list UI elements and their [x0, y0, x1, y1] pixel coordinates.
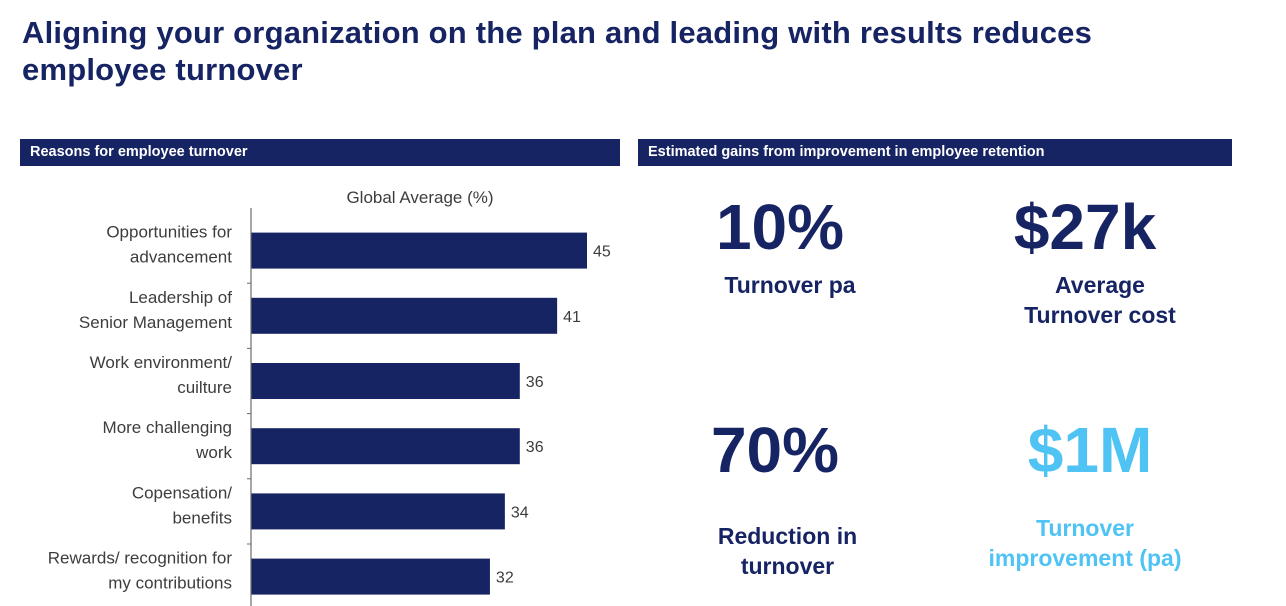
kpi-reduction-label-line-2: turnover — [740, 553, 835, 579]
category-label: Work environment/ — [90, 353, 233, 372]
category-label: my contributions — [108, 574, 232, 593]
bar — [251, 493, 505, 530]
left-section-header: Reasons for employee turnover — [20, 139, 620, 166]
category-label: cuilture — [177, 378, 232, 397]
bar-value-label: 45 — [593, 244, 611, 261]
bar — [251, 363, 520, 399]
page-title-line-1: Aligning your organization on the plan a… — [22, 15, 1093, 50]
page-title-line-2: employee turnover — [22, 52, 303, 87]
category-label: Opportunities for — [106, 223, 232, 242]
kpi-turnover-value: 10% — [715, 191, 845, 263]
kpi-turnover-label: Turnover pa — [700, 270, 880, 300]
kpi-improvement-label-line-1: Turnover — [1036, 515, 1134, 541]
bar-value-label: 41 — [563, 309, 581, 326]
kpi-improvement-value: $1M — [1027, 414, 1153, 486]
category-label: Leadership of — [129, 288, 232, 307]
category-label: advancement — [130, 248, 232, 267]
kpi-reduction-value: 70% — [710, 414, 840, 486]
kpi-cost-value: $27k — [1013, 191, 1157, 263]
category-label: benefits — [172, 508, 232, 527]
category-label: More challenging — [103, 418, 232, 437]
page-title: Aligning your organization on the plan a… — [22, 14, 1242, 88]
bar-value-label: 36 — [526, 439, 544, 456]
right-section-header: Estimated gains from improvement in empl… — [638, 139, 1232, 166]
category-label: Senior Management — [79, 313, 232, 332]
turnover-reasons-chart: Global Average (%) 45 Opportunities for adv… — [48, 188, 611, 606]
bar — [251, 297, 558, 334]
kpi-reduction-label: Reduction in turnover — [690, 521, 885, 581]
kpi-improvement-label: Turnover improvement (pa) — [960, 513, 1210, 573]
kpi-cost-label: Average Turnover cost — [1000, 270, 1200, 330]
kpi-reduction-label-line-1: Reduction in — [717, 523, 858, 549]
kpi-turnover-label-line-1: Turnover pa — [724, 272, 856, 298]
bar — [251, 428, 520, 465]
kpi-cost-label-line-1: Average — [1055, 272, 1145, 298]
bar-value-label: 36 — [526, 374, 544, 391]
bar-value-label: 32 — [496, 570, 514, 587]
category-label: Rewards/ recognition for — [48, 549, 233, 568]
kpi-improvement-label-line-2: improvement (pa) — [988, 545, 1182, 571]
category-label: work — [195, 443, 232, 462]
category-label: Copensation/ — [132, 483, 232, 502]
bar-value-label: 34 — [511, 504, 529, 521]
chart-title: Global Average (%) — [346, 188, 493, 207]
bar — [251, 232, 587, 269]
bar — [251, 558, 490, 595]
kpi-cost-label-line-2: Turnover cost — [1024, 302, 1176, 328]
